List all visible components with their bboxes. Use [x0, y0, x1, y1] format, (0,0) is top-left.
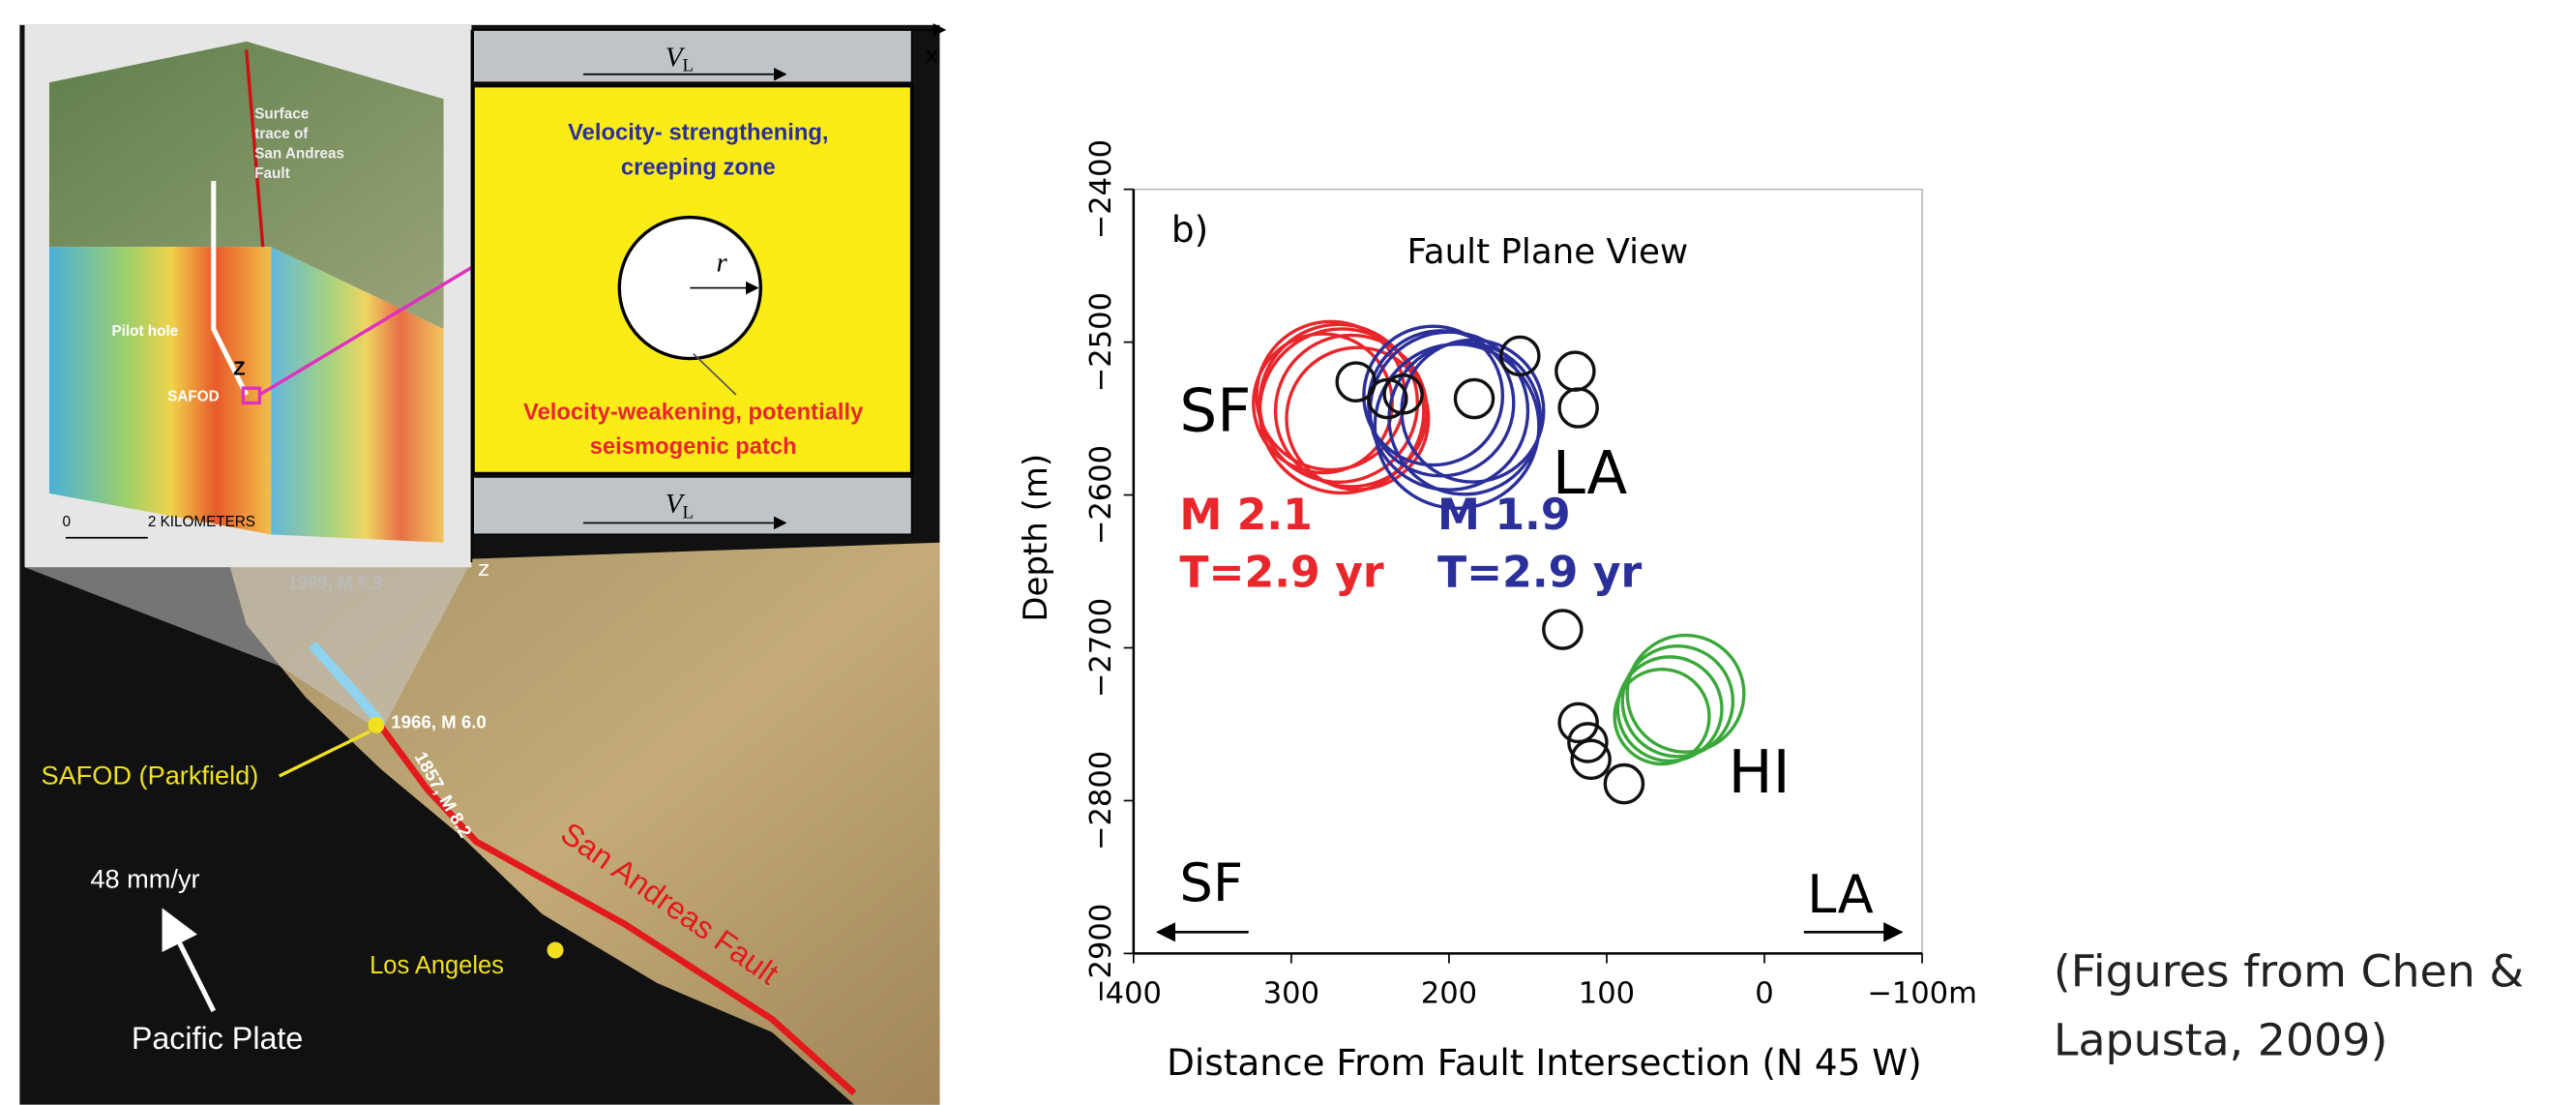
patch-label: Velocity-weakening, potentially — [523, 399, 864, 425]
event-circle — [1617, 657, 1722, 762]
event-label: 1989, M 6.9 — [287, 572, 383, 592]
x-tick-label: −100m — [1867, 976, 1977, 1010]
event-circle — [1556, 352, 1594, 390]
velocity-subscript: L — [682, 502, 693, 523]
trace-label: trace of — [254, 126, 309, 142]
cluster-label: HI — [1729, 738, 1791, 807]
caption: Lapusta, 2009) — [2054, 1014, 2387, 1066]
y-tick-label: −2900 — [1084, 904, 1118, 1003]
safod-inset-label: SAFOD — [167, 389, 219, 405]
y-axis-title: Depth (m) — [1017, 454, 1055, 622]
caption: (Figures from Chen & — [2054, 944, 2524, 997]
safod-marker — [368, 717, 384, 733]
annotation: M 1.9 — [1437, 491, 1571, 540]
radius-label: r — [716, 248, 727, 279]
scale-zero: 0 — [63, 514, 72, 530]
x-tick-label: 0 — [1755, 976, 1773, 1010]
x-tick-label: 300 — [1263, 976, 1319, 1010]
zone-label: creeping zone — [621, 154, 776, 180]
x-tick-label: 100 — [1579, 976, 1635, 1010]
left-figure: 1989, M 6.9 1966, M 6.0 1857, M 8.2 SAFO… — [19, 25, 944, 1105]
plate-label: Pacific Plate — [132, 1021, 303, 1056]
scale-label: 2 KILOMETERS — [148, 514, 255, 530]
city-label: Los Angeles — [370, 952, 504, 979]
page: {"chart_data": {"type": "bubble", "panel… — [0, 0, 2576, 1105]
cross-section — [49, 247, 271, 534]
event-circle — [1622, 646, 1732, 757]
axis-label: x — [925, 42, 938, 69]
event-circle — [1605, 765, 1643, 803]
direction-label: SF — [1179, 852, 1243, 913]
y-tick-label: −2700 — [1084, 598, 1118, 698]
trace-label: Surface — [254, 106, 309, 123]
velocity-subscript: L — [682, 55, 693, 75]
annotation: T=2.9 yr — [1437, 549, 1642, 598]
annotation: T=2.9 yr — [1179, 549, 1383, 598]
x-axis-title: Distance From Fault Intersection (N 45 W… — [1167, 1041, 1922, 1084]
y-tick-label: −2800 — [1084, 751, 1118, 851]
event-circle — [1614, 670, 1709, 764]
panel-label: b) — [1171, 208, 1208, 251]
y-tick-label: −2600 — [1084, 445, 1118, 545]
event-circle — [1627, 636, 1744, 753]
patch-label: seismogenic patch — [590, 433, 797, 460]
cluster-label: SF — [1179, 376, 1251, 445]
rate-label: 48 mm/yr — [90, 863, 199, 893]
event-label: 1966, M 6.0 — [391, 712, 487, 732]
pilot-label: Pilot hole — [111, 323, 178, 340]
axis-label: Z — [233, 359, 245, 380]
safod-label: SAFOD (Parkfield) — [41, 760, 258, 790]
x-tick-label: 200 — [1421, 976, 1477, 1010]
annotation: M 2.1 — [1179, 491, 1313, 540]
y-tick-label: −2500 — [1084, 292, 1118, 392]
city-marker — [548, 942, 564, 959]
trace-label: Fault — [254, 165, 289, 182]
event-circle — [1559, 389, 1597, 427]
trace-label: San Andreas — [254, 145, 344, 162]
event-circle — [1544, 611, 1582, 648]
chart-title: Fault Plane View — [1407, 232, 1689, 272]
axis-label: z — [478, 557, 489, 582]
figure: 1989, M 6.9 1966, M 6.0 1857, M 8.2 SAFO… — [0, 0, 2576, 1105]
direction-label: LA — [1807, 864, 1874, 925]
event-circle — [1455, 379, 1493, 417]
zone-label: Velocity- strengthening, — [568, 120, 828, 146]
y-tick-label: −2400 — [1084, 139, 1118, 239]
